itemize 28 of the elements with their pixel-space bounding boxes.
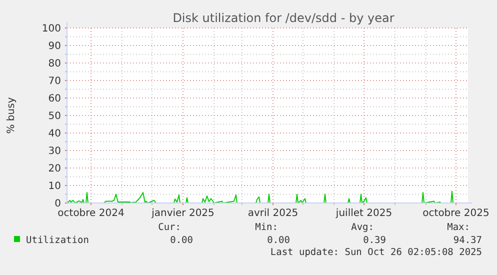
y-tick-label: 50 [48, 111, 61, 122]
y-tick-label: 80 [48, 58, 61, 70]
y-tick-label: 10 [48, 181, 61, 192]
text: 0.39 [363, 235, 386, 246]
y-tick-label: 0 [54, 198, 61, 210]
y-axis-title: % busy [6, 97, 17, 134]
x-tick-label: octobre 2024 [58, 208, 124, 219]
y-tick-label: 30 [48, 146, 61, 157]
y-tick-label: 40 [48, 128, 61, 140]
y-tick-label: 20 [48, 164, 61, 174]
y-tick-label: 70 [48, 76, 61, 87]
text: 0.00 [170, 235, 194, 246]
x-tick-label: octobre 2025 [422, 208, 490, 219]
text: Last update: Sun Oct 26 02:05:08 2025 [270, 247, 482, 258]
y-tick-label: 60 [48, 94, 61, 104]
x-tick-label: juillet 2025 [334, 208, 392, 219]
chart-title: Disk utilization for /dev/sdd - by year [172, 11, 394, 25]
text: 0.00 [267, 235, 290, 246]
text: Avg: [351, 222, 374, 233]
x-tick-label: avril 2025 [248, 208, 298, 219]
y-tick-label: 90 [48, 41, 61, 52]
y-tick-label: 100 [42, 24, 61, 34]
text: 94.37 [453, 235, 482, 246]
text: Max: [447, 222, 470, 233]
text: Min: [255, 222, 278, 233]
legend-label: Utilization [26, 235, 89, 246]
text: Cur: [158, 222, 181, 233]
x-tick-label: janvier 2025 [150, 208, 214, 219]
